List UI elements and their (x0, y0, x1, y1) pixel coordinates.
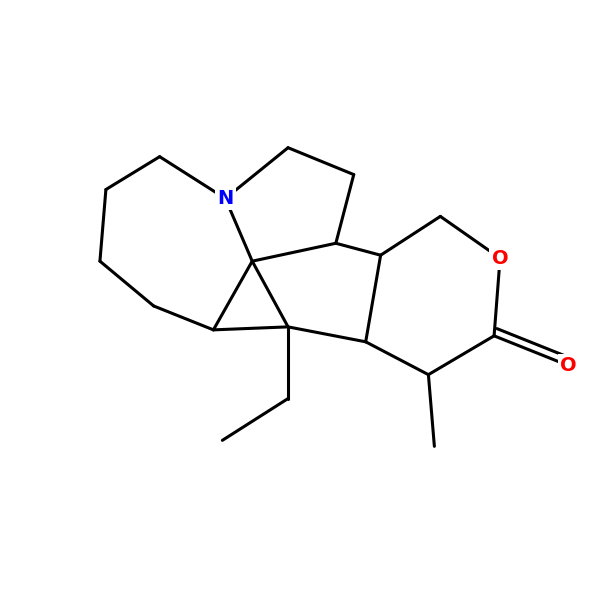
Text: O: O (492, 248, 508, 268)
Text: O: O (560, 356, 577, 375)
Text: N: N (217, 189, 233, 208)
